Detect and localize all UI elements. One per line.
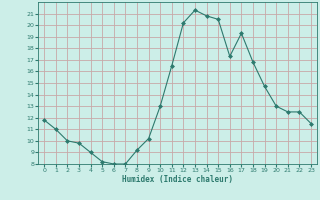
X-axis label: Humidex (Indice chaleur): Humidex (Indice chaleur): [122, 175, 233, 184]
